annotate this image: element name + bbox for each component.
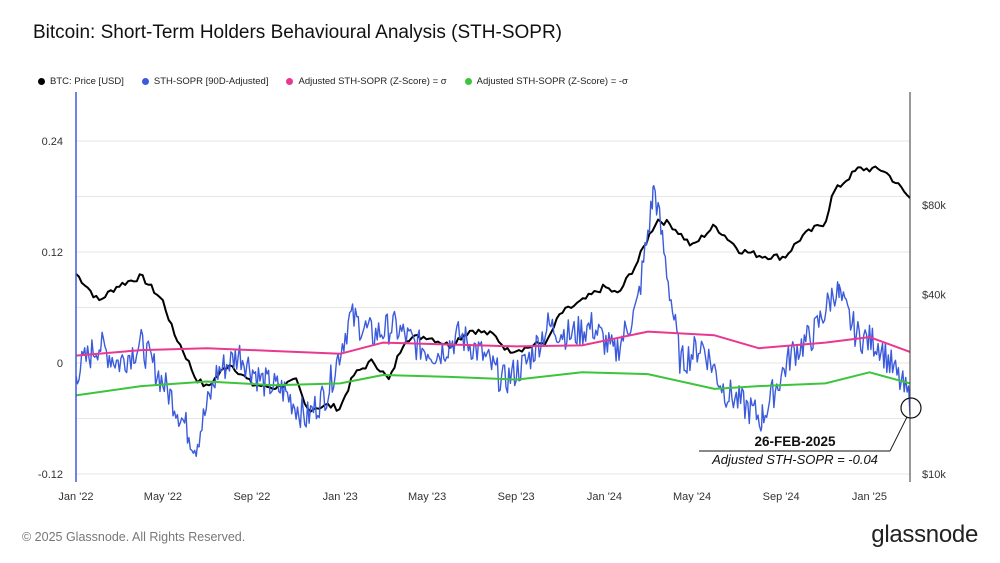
x-tick-label: May '22 bbox=[144, 491, 182, 503]
x-tick-label: May '23 bbox=[408, 491, 446, 503]
legend-item-sth-sopr[interactable]: STH-SOPR [90D-Adjusted] bbox=[141, 76, 269, 87]
brand-logo: glassnode bbox=[871, 521, 978, 548]
chart-legend: BTC: Price [USD] STH-SOPR [90D-Adjusted]… bbox=[38, 76, 646, 87]
legend-label: STH-SOPR [90D-Adjusted] bbox=[153, 76, 269, 87]
x-tick-label: May '24 bbox=[673, 491, 711, 503]
annotation-value: Adjusted STH-SOPR = -0.04 bbox=[711, 452, 878, 467]
y-left-tick-label: 0 bbox=[57, 358, 63, 370]
x-tick-label: Sep '23 bbox=[498, 491, 535, 503]
x-tick-label: Sep '24 bbox=[763, 491, 800, 503]
annotation-leader bbox=[889, 416, 908, 452]
legend-item-btc-price[interactable]: BTC: Price [USD] bbox=[38, 76, 124, 87]
series-line-2 bbox=[75, 330, 911, 357]
y-left-tick-label: 0.12 bbox=[42, 247, 63, 259]
legend-label: BTC: Price [USD] bbox=[50, 76, 124, 87]
legend-label: Adjusted STH-SOPR (Z-Score) = -σ bbox=[476, 76, 628, 87]
x-tick-label: Sep '22 bbox=[233, 491, 270, 503]
legend-item-zscore-plus[interactable]: Adjusted STH-SOPR (Z-Score) = σ bbox=[286, 76, 447, 87]
annotation-marker bbox=[900, 397, 922, 419]
chart-title: Bitcoin: Short-Term Holders Behavioural … bbox=[33, 22, 563, 43]
legend-label: Adjusted STH-SOPR (Z-Score) = σ bbox=[298, 76, 447, 87]
legend-swatch bbox=[286, 78, 294, 85]
x-tick-label: Jan '24 bbox=[587, 491, 622, 503]
series-group bbox=[75, 165, 911, 457]
legend-swatch bbox=[141, 78, 149, 85]
copyright-footer: © 2025 Glassnode. All Rights Reserved. bbox=[22, 530, 246, 544]
annotation-date: 26-FEB-2025 bbox=[754, 434, 836, 449]
y-left-tick-label: 0.24 bbox=[42, 136, 63, 148]
axes-group: 0.24 0.12 0 -0.12 $80k $40k $10k Jan '22 May '22… bbox=[38, 92, 946, 503]
legend-swatch bbox=[38, 78, 45, 85]
x-tick-label: Jan '23 bbox=[323, 491, 358, 503]
series-line-1 bbox=[75, 184, 911, 457]
grid-lines bbox=[76, 140, 910, 475]
y-left-tick-label: -0.12 bbox=[38, 469, 63, 481]
x-tick-label: Jan '25 bbox=[852, 491, 887, 503]
series-line-3 bbox=[75, 371, 911, 397]
y-right-tick-label: $40k bbox=[922, 290, 946, 302]
x-tick-label: Jan '22 bbox=[58, 491, 93, 503]
legend-swatch bbox=[464, 78, 472, 85]
legend-item-zscore-minus[interactable]: Adjusted STH-SOPR (Z-Score) = -σ bbox=[464, 76, 628, 87]
y-right-tick-label: $80k bbox=[922, 200, 946, 212]
y-right-tick-label: $10k bbox=[922, 469, 946, 481]
annotation-group: 26-FEB-2025 Adjusted STH-SOPR = -0.04 bbox=[699, 397, 922, 467]
